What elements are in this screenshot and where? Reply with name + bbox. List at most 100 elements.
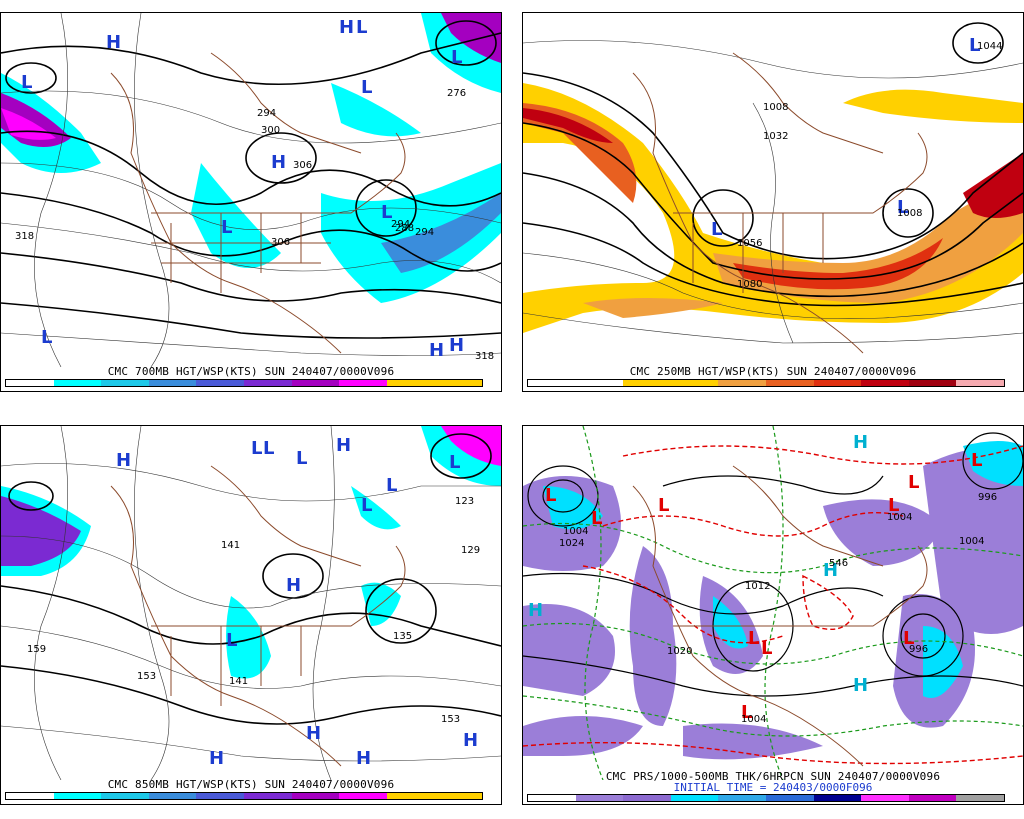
contour-label: 1008: [897, 208, 922, 219]
colorbar-tick: 30: [75, 802, 88, 804]
colorbar-tick: 130: [829, 389, 849, 391]
colorbar-tick: 10: [569, 803, 581, 804]
panel-700mb: H L H L L H L L L H H L 318 276 294 300 …: [0, 12, 502, 392]
hl-label: L: [748, 628, 759, 649]
hl-label: L: [969, 35, 980, 56]
colorbar-tick: 30: [75, 389, 88, 391]
contour-label: 1008: [763, 102, 788, 113]
contour-label: 294: [257, 108, 276, 119]
hl-label: H: [106, 32, 121, 53]
hl-label: H: [853, 432, 868, 453]
colorbar-tick: 70: [389, 389, 402, 391]
colorbar-tick: 150: [794, 803, 812, 804]
colorbar-tick: 70: [597, 389, 610, 391]
colorbar-ticks: 30 40 50 60 70: [5, 389, 481, 391]
hl-label: L: [971, 450, 982, 471]
hl-label: H: [528, 600, 543, 621]
hl-label: H: [336, 435, 351, 456]
panel-caption: CMC 250MB HGT/WSP(KTS) SUN 240407/0000V0…: [629, 365, 917, 378]
hl-label: H: [356, 748, 371, 769]
hl-label: L: [711, 219, 722, 240]
colorbar: [5, 379, 483, 387]
contour-label: 996: [978, 492, 997, 503]
colorbar-tick: 40: [153, 802, 166, 804]
hl-label: L: [449, 452, 460, 473]
colorbar-ticks: 70 90 110 130 150: [527, 389, 1003, 391]
hl-label: L: [361, 77, 372, 98]
colorbar: [527, 794, 1005, 802]
hl-label: H: [823, 560, 838, 581]
contour-label: 1004: [741, 714, 766, 725]
map-250mb: L L L 1008 1032 1008 1056 1080 1044: [523, 22, 1023, 354]
hl-label: L: [451, 47, 462, 68]
hl-label: L: [386, 475, 397, 496]
hl-label: H: [271, 152, 286, 173]
contour-label: 306: [271, 237, 290, 248]
contour-label: 123: [455, 496, 474, 507]
hl-label: H: [116, 450, 131, 471]
contour-label: 306: [293, 160, 312, 171]
hl-label: L: [897, 197, 908, 218]
panel-caption: CMC PRS/1000-500MB THK/6HRPCN SUN 240407…: [605, 770, 941, 783]
hl-label: L: [221, 217, 232, 238]
hl-label: H: [339, 17, 354, 38]
hl-label: L: [903, 628, 914, 649]
panel-caption: CMC 850MB HGT/WSP(KTS) SUN 240407/0000V0…: [107, 778, 395, 791]
contour-label: 1024: [559, 538, 584, 549]
hl-label: L: [226, 630, 237, 651]
contour-label: 159: [27, 644, 46, 655]
initial-time-caption: INITIAL TIME = 240403/0000F096: [673, 781, 873, 794]
contour-label: 153: [441, 714, 460, 725]
hl-label: L: [761, 638, 772, 659]
colorbar-tick: 150: [907, 389, 927, 391]
contour-label: 288: [395, 223, 414, 234]
colorbar-ticks: 30 40 50 60 70: [5, 802, 481, 804]
hl-label: L: [908, 472, 919, 493]
contour-label: 546: [829, 558, 848, 569]
colorbar-tick: 100: [718, 803, 736, 804]
contour-label: 300: [261, 125, 280, 136]
hl-label: H: [853, 675, 868, 696]
colorbar: [5, 792, 483, 800]
hl-label: L: [591, 508, 602, 529]
contour-label: 276: [447, 88, 466, 99]
colorbar-tick: 60: [310, 389, 323, 391]
hl-label: L: [21, 72, 32, 93]
colorbar-tick: 50: [232, 802, 245, 804]
contour-label: 996: [909, 644, 928, 655]
colorbar-tick: 60: [310, 802, 323, 804]
panel-250mb: L L L 1008 1032 1008 1056 1080 1044 CMC …: [522, 12, 1024, 392]
hl-label: L: [381, 202, 392, 223]
contour-label: 1032: [763, 131, 788, 142]
hl-label: L: [888, 495, 899, 516]
hl-label: H: [286, 575, 301, 596]
contour-label: 1004: [563, 526, 588, 537]
map-700mb: H L H L L H L L L H H L 318 276 294 300 …: [1, 13, 501, 367]
colorbar-tick: 110: [750, 389, 770, 391]
hl-label: L: [296, 448, 307, 469]
colorbar: [527, 379, 1005, 387]
contour-label: 1020: [667, 646, 692, 657]
contour-label: 294: [391, 219, 410, 230]
hl-label: H: [306, 723, 321, 744]
colorbar-tick: 300: [908, 803, 926, 804]
colorbar-tick: 200: [870, 803, 888, 804]
panel-prs-thk-pcn: L L L L L L L L L H H H H L 1004 996 100…: [522, 425, 1024, 805]
contour-label: 1080: [737, 279, 762, 290]
hl-label: L: [251, 438, 262, 459]
colorbar-tick: 400: [946, 803, 964, 804]
hl-label: H: [429, 340, 444, 361]
colorbar-tick: 70: [389, 802, 402, 804]
hl-label: L: [361, 495, 372, 516]
colorbar-tick: 75: [683, 803, 695, 804]
panel-caption: CMC 700MB HGT/WSP(KTS) SUN 240407/0000V0…: [107, 365, 395, 378]
colorbar-tick: 40: [153, 389, 166, 391]
hl-label: H: [463, 730, 478, 751]
contour-label: 1056: [737, 238, 762, 249]
contour-label: 1012: [745, 581, 770, 592]
hl-label: L: [263, 438, 274, 459]
contour-label: 141: [229, 676, 248, 687]
map-prs: L L L L L L L L L H H H H L 1004 996 100…: [523, 426, 1023, 780]
colorbar-tick: 125: [756, 803, 774, 804]
colorbar-tick: 90: [675, 389, 688, 391]
